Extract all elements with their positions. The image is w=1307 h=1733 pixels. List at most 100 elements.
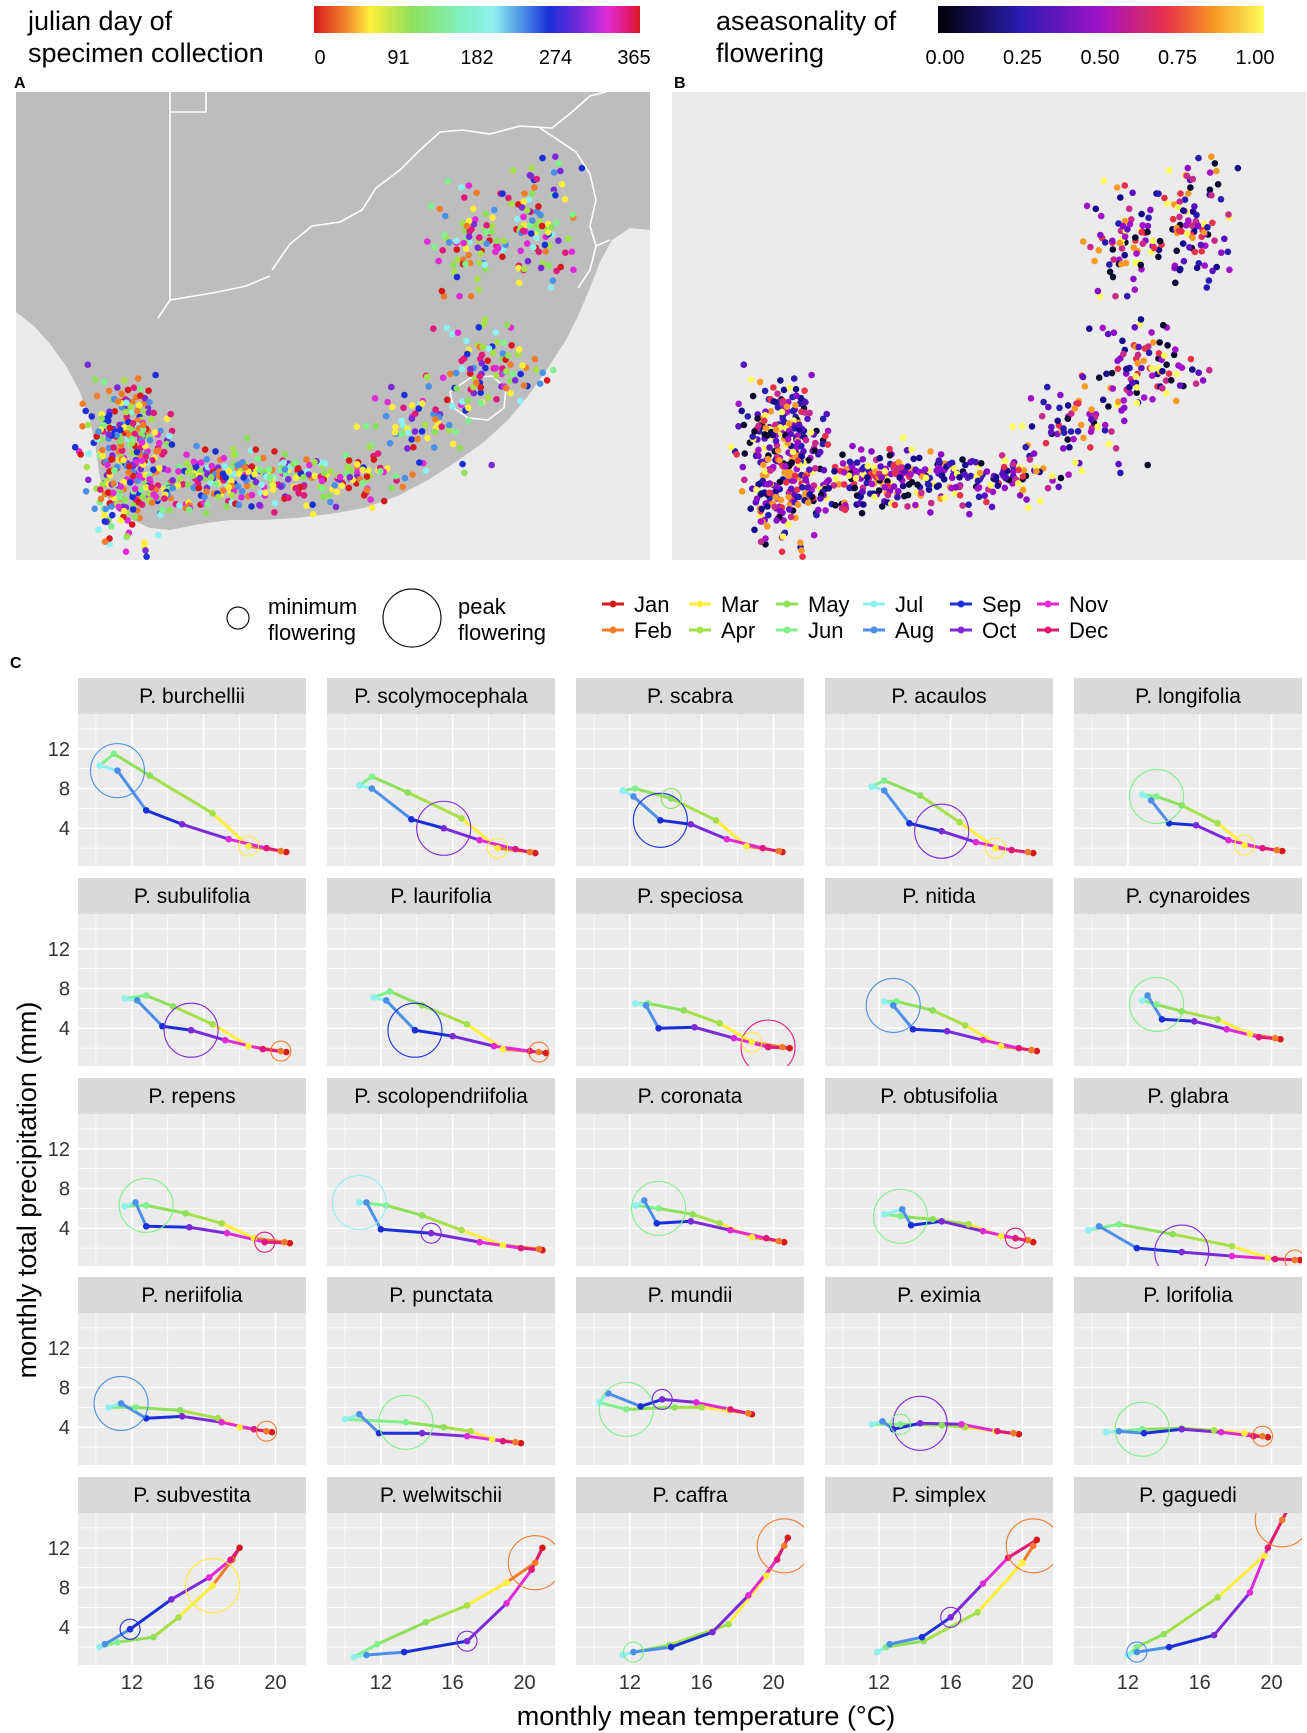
month-segment — [1135, 1645, 1171, 1654]
specimen-point — [1133, 389, 1140, 397]
specimen-point — [1137, 316, 1145, 323]
specimen-point — [1165, 167, 1173, 174]
specimen-point — [208, 474, 215, 481]
specimen-point — [500, 237, 508, 245]
month-segment — [409, 817, 446, 830]
y-tick-label: 12 — [48, 1338, 70, 1360]
minimum-flowering-circle — [1004, 1227, 1026, 1249]
month-point — [117, 1400, 125, 1407]
month-point — [1169, 1230, 1177, 1238]
specimen-point — [116, 426, 124, 434]
specimen-point — [794, 457, 802, 465]
specimen-point — [1110, 256, 1117, 263]
month-point — [1259, 844, 1266, 852]
specimen-point — [197, 459, 205, 466]
specimen-point — [859, 456, 867, 463]
month-point — [784, 1534, 792, 1542]
month-segment — [144, 1414, 184, 1420]
month-legend-label: Mar — [721, 592, 759, 617]
specimen-point — [784, 435, 792, 443]
month-segment — [891, 1421, 922, 1431]
month-point — [221, 1036, 229, 1044]
specimen-point — [327, 468, 335, 475]
specimen-point — [392, 423, 399, 431]
facet-panel: P. nitida — [825, 878, 1053, 1066]
facet-strip — [78, 678, 306, 714]
month-segment — [1180, 1009, 1220, 1021]
specimen-point — [1126, 220, 1134, 228]
specimen-point — [780, 386, 788, 394]
month-point — [1158, 1016, 1166, 1023]
specimen-point — [478, 351, 486, 359]
specimen-point — [762, 424, 770, 432]
specimen-point — [333, 488, 341, 496]
specimen-point — [482, 210, 489, 218]
specimen-point — [189, 472, 197, 480]
specimen-point — [1108, 369, 1116, 377]
specimen-point — [256, 501, 263, 509]
specimen-point — [769, 431, 777, 439]
month-segment — [177, 1584, 215, 1619]
month-segment — [424, 1603, 469, 1624]
month-point — [356, 1199, 363, 1206]
specimen-point — [1183, 172, 1191, 180]
month-segment — [691, 1212, 722, 1225]
specimen-point — [538, 222, 546, 230]
month-segment — [940, 1219, 985, 1233]
month-point — [96, 762, 103, 769]
specimen-point — [389, 403, 396, 411]
specimen-point — [121, 496, 129, 504]
month-point — [1190, 1017, 1198, 1025]
specimen-point — [912, 501, 919, 509]
month-segment — [639, 1397, 664, 1408]
month-point — [961, 1021, 969, 1029]
month-segment — [694, 1400, 732, 1411]
specimen-point — [265, 466, 273, 473]
specimen-point — [327, 498, 334, 506]
specimen-point — [921, 466, 929, 473]
specimen-point — [799, 553, 806, 560]
specimen-point — [747, 505, 754, 512]
specimen-point — [774, 390, 781, 398]
specimen-point — [1180, 207, 1187, 214]
specimen-point — [1129, 379, 1136, 387]
month-segment — [710, 1593, 750, 1634]
month-point — [175, 1614, 182, 1621]
specimen-point — [1213, 167, 1220, 175]
month-point — [356, 782, 363, 789]
specimen-point — [108, 503, 115, 510]
month-point — [463, 1020, 471, 1028]
specimen-point — [907, 471, 914, 478]
specimen-point — [438, 423, 446, 431]
month-segment — [1180, 1250, 1234, 1258]
month-point — [205, 1574, 213, 1581]
x-tick-label: 12 — [868, 1672, 890, 1694]
specimen-point — [772, 494, 779, 501]
specimen-point — [139, 493, 146, 501]
specimen-point — [1108, 428, 1115, 435]
month-segment — [669, 1630, 714, 1649]
specimen-point — [1193, 211, 1200, 219]
specimen-point — [95, 428, 102, 435]
month-segment — [882, 779, 922, 797]
specimen-point — [859, 488, 866, 496]
specimen-point — [491, 206, 498, 214]
specimen-point — [904, 503, 911, 510]
peak-flowering-circle — [1114, 1401, 1170, 1457]
aseasonality-colorbar-ticks: 0.00 0.25 0.50 0.75 1.00 — [926, 47, 1275, 69]
specimen-point — [503, 321, 511, 329]
specimen-point — [445, 427, 453, 434]
specimen-point — [524, 207, 531, 214]
month-segment — [1162, 1595, 1220, 1636]
month-segment — [631, 794, 662, 822]
specimen-point — [868, 448, 875, 455]
specimen-point — [452, 428, 459, 435]
specimen-point — [959, 456, 966, 463]
facet-panel: P. scolopendriifolia — [327, 1078, 555, 1266]
month-point — [727, 1406, 734, 1413]
specimen-point — [1155, 253, 1162, 261]
specimen-point — [77, 451, 84, 458]
specimen-point — [479, 343, 487, 351]
month-point — [1264, 1544, 1272, 1552]
month-segment — [1135, 1632, 1166, 1649]
